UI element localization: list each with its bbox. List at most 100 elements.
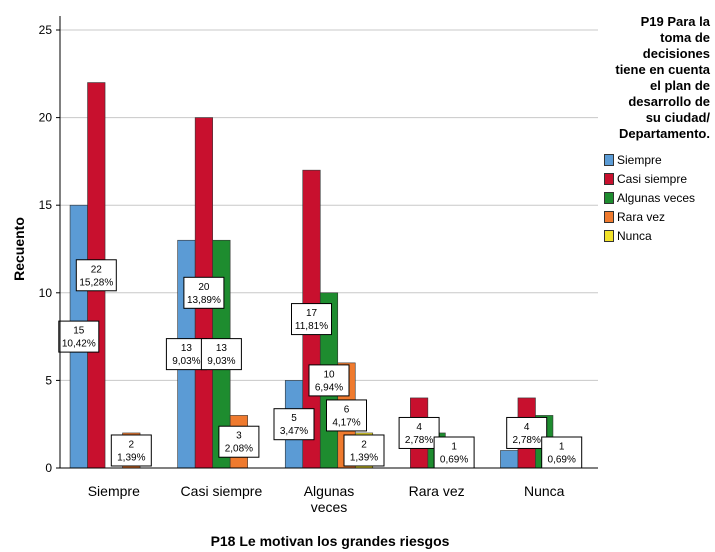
data-label-box (110, 434, 152, 467)
data-label-box (326, 399, 367, 432)
data-label-percent: 13,89% (187, 295, 221, 306)
data-label-percent: 9,03% (207, 356, 235, 367)
data-label: 1 0,69% (433, 436, 475, 469)
x-category-label: Casi siempre (181, 483, 263, 499)
data-label: 17 11,81% (291, 303, 332, 336)
data-label: 10 6,94% (308, 364, 350, 397)
legend-label: Rara vez (617, 209, 666, 224)
legend-items: Siempre Casi siempre Algunas veces Rara vez… (604, 150, 710, 245)
data-label-count: 1 (451, 442, 457, 453)
data-label: 15 10,42% (58, 320, 100, 353)
gridlines (60, 29, 598, 381)
data-label: 2 1,39% (343, 434, 385, 467)
data-label: 4 2,78% (506, 416, 548, 449)
y-tick-label: 10 (39, 286, 53, 300)
x-axis-title: P18 Le motivan los grandes riesgos (211, 533, 450, 549)
legend-item: Siempre (604, 150, 710, 169)
data-label-count: 20 (198, 282, 210, 293)
y-tick-label: 0 (45, 461, 52, 475)
bar (500, 450, 519, 469)
legend-swatch (604, 172, 614, 185)
data-label-percent: 3,47% (280, 426, 308, 437)
data-label-percent: 6,94% (315, 382, 343, 393)
data-label-percent: 4,17% (332, 417, 360, 428)
data-label-percent: 9,03% (172, 356, 200, 367)
data-label-box (273, 408, 315, 441)
legend-item: Nunca (604, 226, 710, 245)
data-label-percent: 10,42% (62, 339, 96, 350)
data-label-count: 4 (524, 422, 530, 433)
data-label-count: 22 (91, 264, 103, 275)
data-label-count: 17 (306, 308, 318, 319)
data-label: 20 13,89% (183, 276, 225, 309)
data-label-count: 2 (361, 439, 367, 450)
bars (69, 82, 571, 469)
data-label-count: 4 (416, 422, 422, 433)
data-label-percent: 1,39% (117, 452, 145, 463)
data-label-percent: 0,69% (548, 455, 576, 466)
legend-label: Algunas veces (617, 190, 696, 205)
data-label-box (75, 259, 117, 292)
data-label-box (308, 364, 350, 397)
data-label: 6 4,17% (326, 399, 367, 432)
data-label: 2 1,39% (110, 434, 152, 467)
x-category-label: Rara vez (409, 483, 465, 499)
x-category-label: Nunca (524, 483, 565, 499)
data-label: 13 9,03% (165, 338, 207, 371)
data-label: 22 15,28% (75, 259, 117, 292)
data-label-count: 10 (323, 369, 335, 380)
data-label-box (183, 276, 225, 309)
x-category-label: veces (311, 499, 348, 515)
data-label: 13 9,03% (200, 338, 242, 371)
data-label-count: 6 (344, 404, 350, 415)
legend-swatch (604, 153, 614, 166)
data-label-count: 13 (216, 343, 228, 354)
data-label-percent: 0,69% (440, 455, 468, 466)
legend-label: Nunca (617, 228, 652, 243)
y-axis-ticks: 0 5 10 15 20 25 (39, 23, 60, 475)
legend-item: Algunas veces (604, 188, 710, 207)
data-label-count: 2 (129, 439, 135, 450)
data-label-percent: 11,81% (295, 321, 328, 332)
x-category-label: Algunas (304, 483, 355, 499)
data-label-box (433, 436, 475, 469)
data-label-count: 5 (291, 413, 297, 424)
legend-swatch (604, 191, 614, 204)
data-label-box (506, 416, 548, 449)
data-label-box (291, 303, 332, 336)
y-tick-label: 20 (39, 111, 53, 125)
y-tick-label: 15 (39, 198, 53, 212)
data-label-count: 3 (236, 431, 242, 442)
legend-label: Siempre (617, 152, 662, 167)
legend-label: Casi siempre (617, 171, 688, 186)
y-tick-label: 25 (39, 23, 53, 37)
data-label-box (218, 425, 260, 458)
data-label-percent: 15,28% (79, 277, 113, 288)
data-label-count: 13 (181, 343, 193, 354)
data-label-box (343, 434, 385, 467)
data-label-box (398, 416, 440, 449)
legend-swatch (604, 210, 614, 223)
data-label-percent: 2,78% (405, 435, 433, 446)
data-label-box (165, 338, 207, 371)
data-label-box (58, 320, 100, 353)
y-tick-label: 5 (45, 373, 52, 387)
data-label-percent: 2,08% (225, 444, 253, 455)
data-label: 3 2,08% (218, 425, 260, 458)
legend: P19 Para la toma de decisiones tiene en … (604, 14, 710, 245)
legend-swatch (604, 229, 614, 242)
y-axis-title: Recuento (11, 217, 27, 281)
data-label-percent: 2,78% (513, 435, 541, 446)
data-label-count: 15 (73, 326, 85, 337)
data-label: 4 2,78% (398, 416, 440, 449)
legend-item: Rara vez (604, 207, 710, 226)
legend-item: Casi siempre (604, 169, 710, 188)
x-category-label: Siempre (88, 483, 140, 499)
data-label: 5 3,47% (273, 408, 315, 441)
legend-title: P19 Para la toma de decisiones tiene en … (615, 14, 710, 141)
data-label: 1 0,69% (541, 436, 583, 469)
data-label-count: 1 (559, 442, 565, 453)
